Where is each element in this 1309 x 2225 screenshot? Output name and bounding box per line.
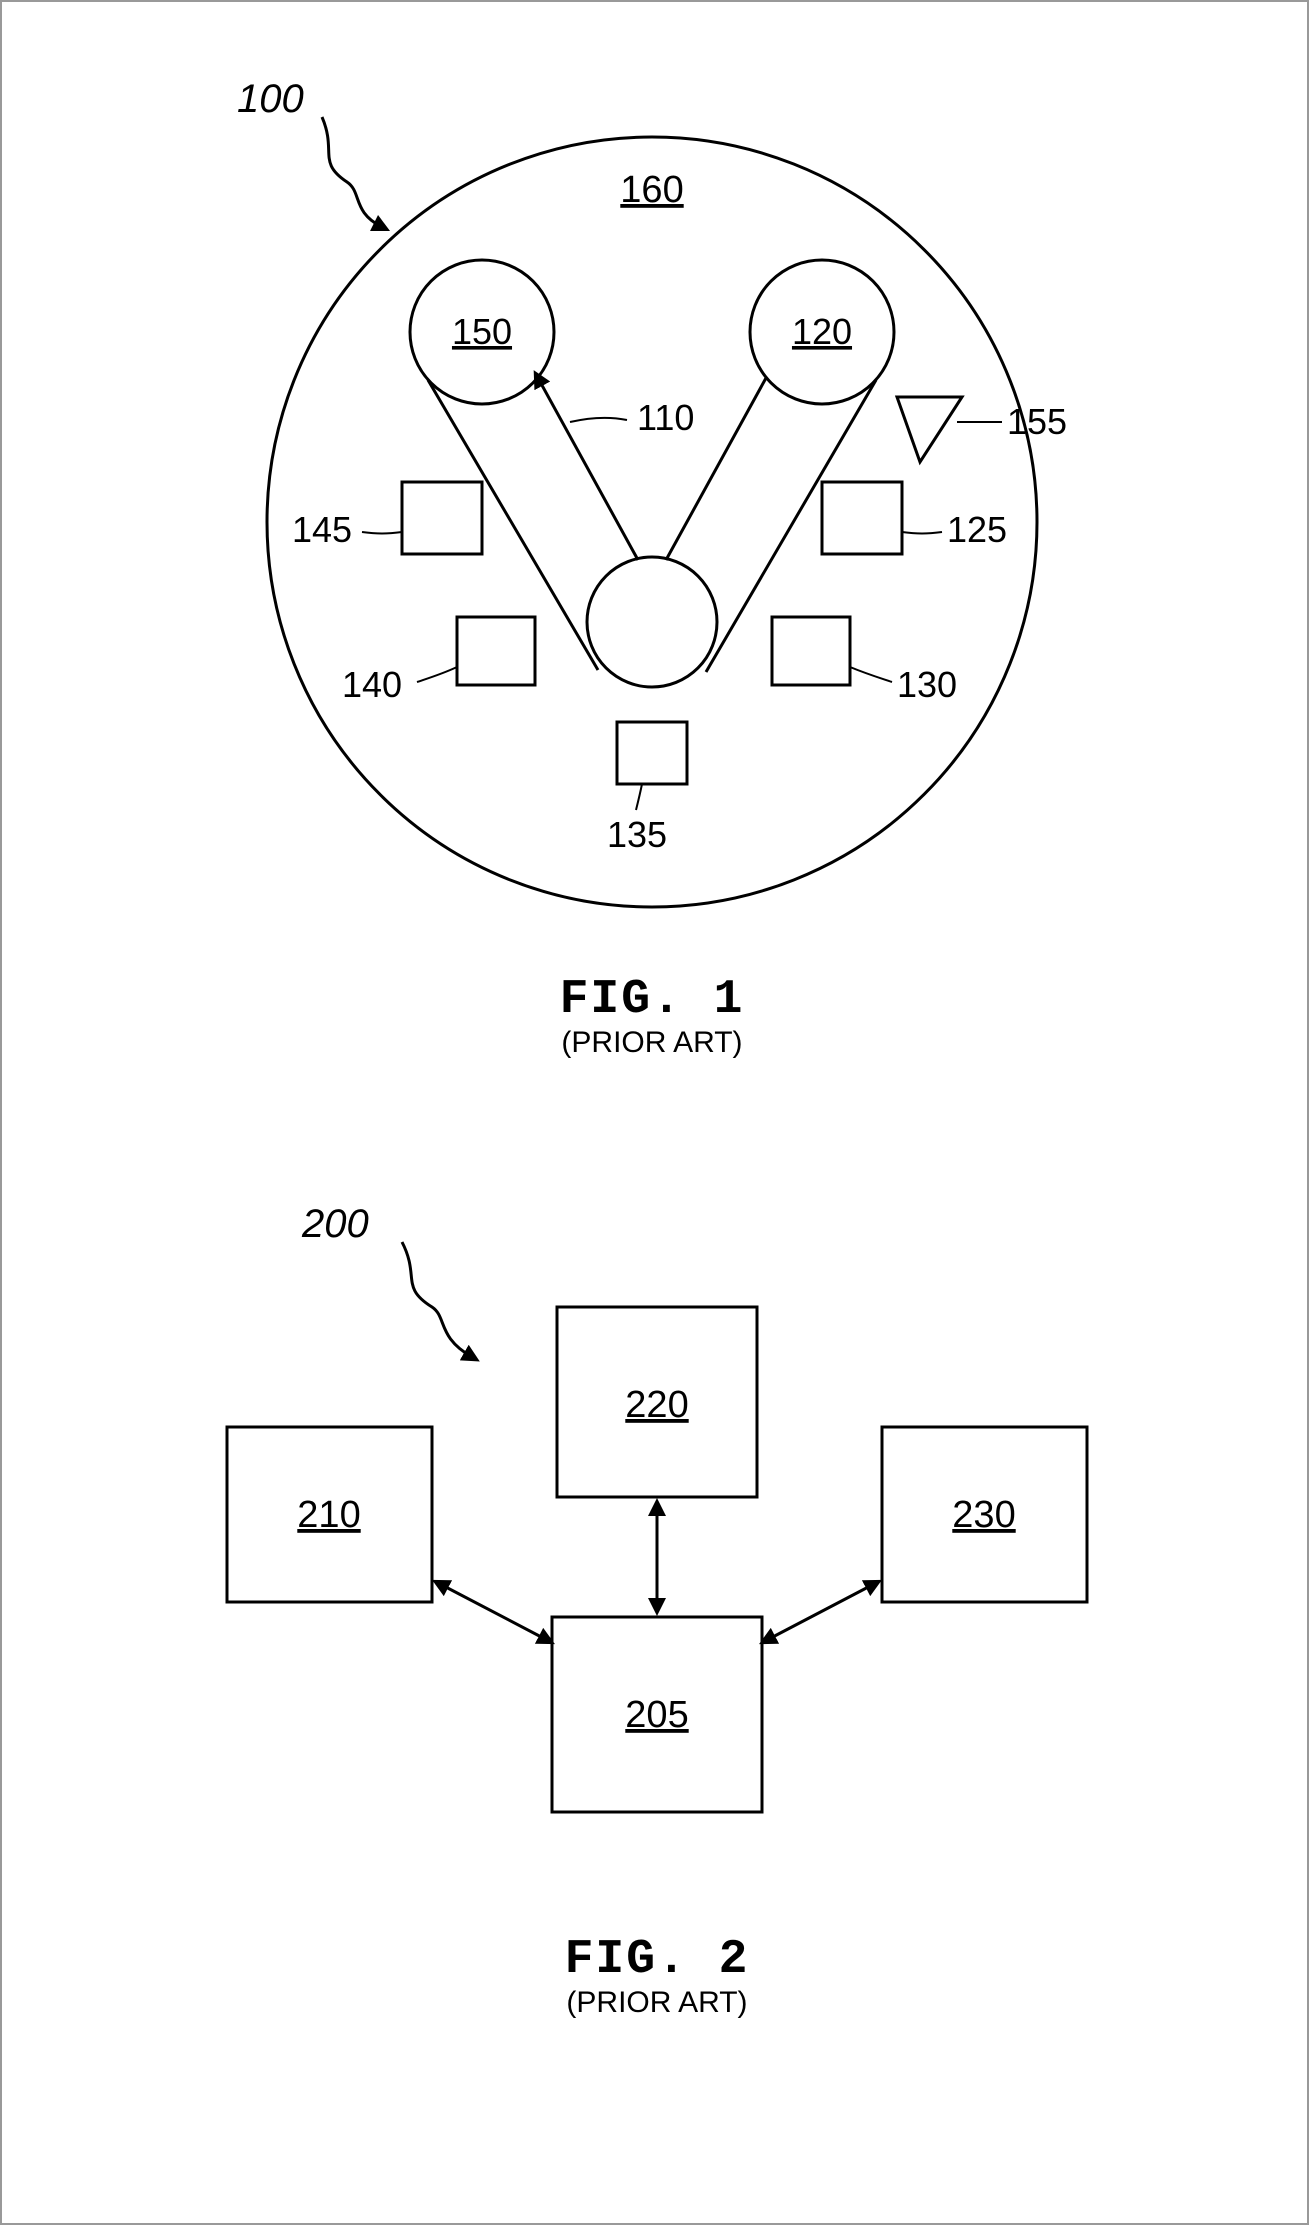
reel-right-label: 120 [792, 311, 852, 352]
fig1-ref-arrow [322, 117, 382, 227]
sensor-label: 155 [1007, 401, 1067, 442]
fig1-caption-sub: (PRIOR ART) [561, 1026, 742, 1059]
fig2-ref-label: 200 [301, 1202, 369, 1246]
block-lower-left [457, 617, 535, 685]
fig1-caption-title: FIG. 1 [560, 973, 745, 1027]
box-top-label: 220 [625, 1384, 688, 1426]
reel-left-label: 150 [452, 311, 512, 352]
outer-circle-label: 160 [620, 169, 683, 211]
fig1-ref-label: 100 [237, 77, 304, 121]
fig2-caption-sub: (PRIOR ART) [566, 1986, 747, 2019]
block-140-leader [417, 667, 457, 682]
box-bottom-label: 205 [625, 1694, 688, 1736]
tape-left-outer [428, 380, 598, 670]
box-left-label: 210 [297, 1494, 360, 1536]
block-145-label: 145 [292, 509, 352, 550]
fig2-ref-arrow [402, 1242, 472, 1357]
block-upper-left [402, 482, 482, 554]
block-lower-right [772, 617, 850, 685]
tape-label-leader [570, 418, 627, 422]
figure-1: 100 160 150 120 110 155 145 125 140 130 … [2, 2, 1309, 1102]
fig2-caption-title: FIG. 2 [565, 1933, 750, 1987]
block-bottom [617, 722, 687, 784]
arrow-right-bottom [767, 1584, 874, 1640]
block-125-leader [902, 532, 942, 534]
block-upper-right [822, 482, 902, 554]
outer-circle [267, 137, 1037, 907]
block-140-label: 140 [342, 664, 402, 705]
block-145-leader [362, 532, 402, 534]
block-130-leader [850, 667, 892, 682]
arrow-left-bottom [440, 1584, 547, 1640]
tape-left-inner [538, 378, 638, 560]
page: 100 160 150 120 110 155 145 125 140 130 … [0, 0, 1309, 2225]
block-125-label: 125 [947, 509, 1007, 550]
tape-label: 110 [637, 397, 694, 438]
figure-2: 200 220 210 230 205 FIG. 2 (PRIOR ART) [2, 1142, 1309, 2142]
block-135-leader [636, 784, 642, 810]
sensor-wedge [897, 397, 962, 462]
block-130-label: 130 [897, 664, 957, 705]
box-right-label: 230 [952, 1494, 1015, 1536]
block-135-label: 135 [607, 814, 667, 855]
center-hub [587, 557, 717, 687]
